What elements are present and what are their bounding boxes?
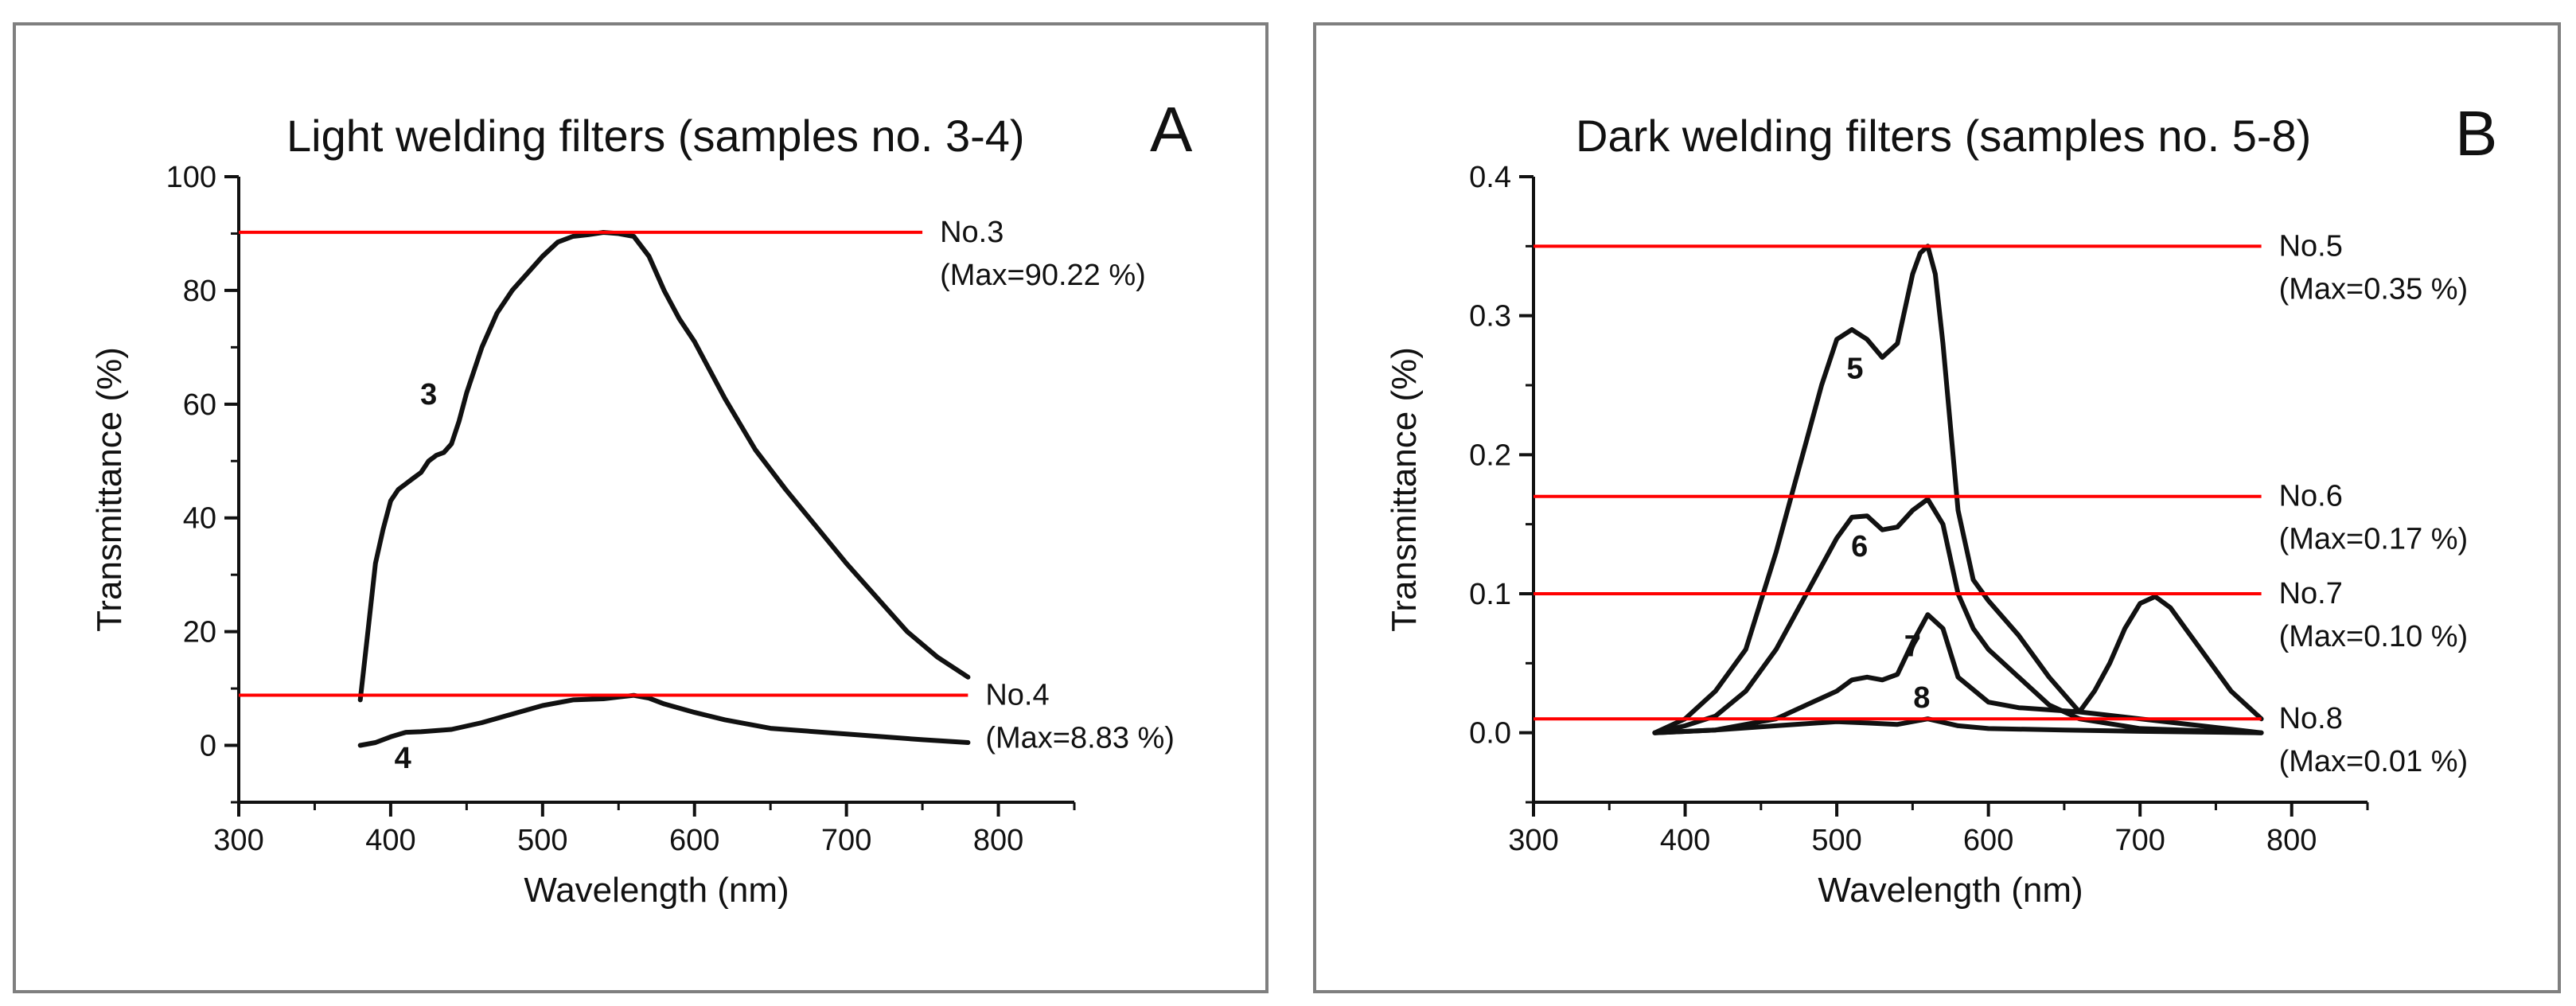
x-tick-label: 300 — [1508, 824, 1558, 857]
max-line-value: (Max=8.83 %) — [985, 721, 1175, 754]
chart-panel-b — [1313, 22, 2561, 993]
series-8-line — [1652, 716, 2264, 735]
series-7-label: 7 — [1904, 630, 1921, 664]
series-5-label: 5 — [1846, 352, 1863, 385]
max-line-value: (Max=0.01 %) — [2279, 745, 2469, 778]
series-7-line — [1652, 612, 2264, 735]
y-tick-label: 20 — [183, 616, 216, 649]
max-line-value: (Max=0.17 %) — [2279, 523, 2469, 556]
series-8-label: 8 — [1913, 681, 1930, 715]
max-line-name: No.7 — [2279, 577, 2343, 610]
y-tick-label: 0.0 — [1469, 717, 1511, 751]
series-3-label: 3 — [420, 378, 437, 411]
y-tick-label: 80 — [183, 275, 216, 308]
x-axis-label: Wavelength (nm) — [1818, 871, 2083, 910]
x-tick-label: 500 — [1811, 824, 1861, 857]
chart-b: Dark welding filters (samples no. 5-8) B 3… — [1385, 98, 2497, 910]
x-tick-label: 600 — [669, 824, 719, 857]
max-line-name: No.5 — [2279, 229, 2343, 263]
x-tick-label: 600 — [1963, 824, 2013, 857]
series-4-line — [357, 692, 971, 748]
x-tick-label: 700 — [2114, 824, 2165, 857]
y-tick-label: 100 — [166, 161, 216, 194]
series-5-line — [1652, 244, 2264, 735]
x-tick-label: 400 — [1660, 824, 1710, 857]
y-tick-label: 60 — [183, 388, 216, 422]
y-tick-label: 40 — [183, 502, 216, 536]
x-tick-label: 700 — [821, 824, 871, 857]
series-6-line — [1652, 497, 2264, 735]
chart-a: Light welding filters (samples no. 3-4) A… — [90, 94, 1193, 910]
panel-letter: A — [1150, 94, 1193, 165]
max-line-name: No.4 — [985, 678, 1049, 712]
x-tick-label: 500 — [517, 824, 567, 857]
x-tick-label: 800 — [973, 824, 1023, 857]
y-axis-label: Transmittance (%) — [90, 347, 129, 632]
x-tick-label: 400 — [365, 824, 415, 857]
y-tick-label: 0.2 — [1469, 439, 1511, 472]
series-4-label: 4 — [395, 742, 411, 775]
panel-letter: B — [2455, 98, 2497, 169]
series-3-line — [357, 230, 971, 703]
y-tick-label: 0.4 — [1469, 161, 1511, 194]
max-line-value: (Max=0.10 %) — [2279, 620, 2469, 653]
y-tick-label: 0 — [200, 730, 216, 763]
max-line-name: No.8 — [2279, 702, 2343, 735]
y-axis-label: Transmittance (%) — [1385, 347, 1424, 632]
max-line-value: (Max=0.35 %) — [2279, 272, 2469, 306]
max-line-name: No.6 — [2279, 480, 2343, 513]
x-tick-label: 300 — [213, 824, 263, 857]
y-tick-label: 0.3 — [1469, 300, 1511, 333]
max-line-name: No.3 — [940, 216, 1004, 249]
chart-title: Dark welding filters (samples no. 5-8) — [1576, 111, 2311, 161]
y-tick-label: 0.1 — [1469, 578, 1511, 611]
series-6-label: 6 — [1851, 530, 1868, 563]
max-line-value: (Max=90.22 %) — [940, 259, 1146, 292]
x-axis-label: Wavelength (nm) — [524, 871, 789, 910]
chart-panel-a — [13, 22, 1269, 993]
chart-title: Light welding filters (samples no. 3-4) — [286, 111, 1025, 161]
x-tick-label: 800 — [2266, 824, 2317, 857]
